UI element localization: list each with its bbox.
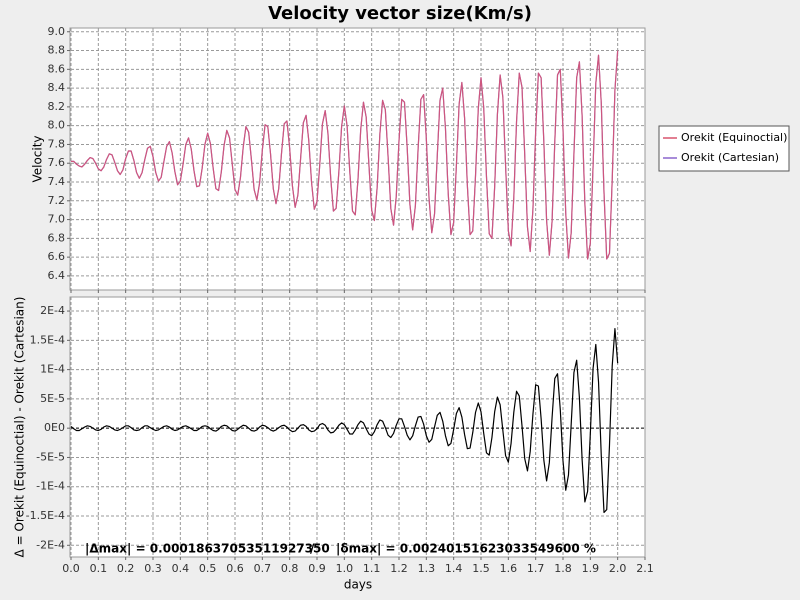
y-tick-label: 5E-5 [40, 392, 65, 405]
x-tick-label: 1.3 [418, 562, 436, 575]
plot-area [69, 296, 646, 558]
y-tick-label: 6.8 [48, 231, 66, 244]
x-tick-label: 2.1 [636, 562, 654, 575]
y-axis-label: Δ = Orekit (Equinoctial) - Orekit (Carte… [13, 297, 27, 558]
x-tick-label: 1.1 [363, 562, 381, 575]
x-tick-label: 0.1 [90, 562, 108, 575]
y-tick-label: 1.5E-4 [30, 333, 65, 346]
x-tick-label: 1.2 [390, 562, 408, 575]
x-tick-label: 0.6 [226, 562, 244, 575]
y-tick-label: 8.4 [48, 81, 66, 94]
y-tick-label: 0E0 [44, 421, 65, 434]
y-tick-label: 2E-4 [40, 304, 65, 317]
legend-box [658, 125, 790, 172]
plot-area [69, 27, 646, 291]
x-axis-label: days [344, 578, 372, 592]
y-tick-label: 9.0 [48, 25, 66, 38]
y-tick-label: -5E-5 [36, 450, 65, 463]
annotation: |Δmax| = 0.00018637053511927350 [85, 542, 330, 556]
x-tick-label: 0.5 [199, 562, 217, 575]
x-tick-label: 1.7 [527, 562, 545, 575]
y-tick-label: -1E-4 [36, 480, 65, 493]
annotation: |δmax| = 0.00240151623033549600 % [336, 542, 596, 556]
y-tick-label: 7.6 [48, 156, 66, 169]
annotation: / [310, 542, 315, 556]
y-tick-label: 6.6 [48, 250, 66, 263]
y-tick-label: -1.5E-4 [26, 509, 65, 522]
y-tick-label: 6.4 [48, 269, 66, 282]
chart-title: Velocity vector size(Km/s) [268, 3, 532, 24]
y-tick-label: 7.8 [48, 137, 66, 150]
y-tick-label: 8.2 [48, 100, 66, 113]
x-tick-label: 0.2 [117, 562, 135, 575]
y-tick-label: 7.0 [48, 213, 66, 226]
y-tick-label: 8.6 [48, 62, 66, 75]
x-tick-label: 0.8 [281, 562, 299, 575]
x-tick-label: 1.8 [554, 562, 572, 575]
x-tick-label: 1.0 [336, 562, 354, 575]
y-tick-label: 7.2 [48, 194, 66, 207]
x-tick-label: 2.0 [609, 562, 627, 575]
y-axis-label: Velocity [31, 135, 45, 182]
x-tick-label: 0.9 [308, 562, 326, 575]
x-tick-label: 1.9 [582, 562, 600, 575]
x-tick-label: 0.4 [172, 562, 190, 575]
legend-label: Orekit (Equinoctial) [681, 131, 787, 144]
x-tick-label: 0.7 [254, 562, 272, 575]
x-tick-label: 0.0 [62, 562, 80, 575]
x-tick-label: 1.4 [445, 562, 463, 575]
data-line [70, 328, 619, 514]
y-tick-label: 8.8 [48, 44, 66, 57]
y-tick-label: 8.0 [48, 119, 66, 132]
x-tick-label: 0.3 [144, 562, 162, 575]
y-tick-label: 7.4 [48, 175, 66, 188]
x-tick-label: 1.6 [500, 562, 518, 575]
data-line [71, 50, 619, 260]
y-tick-label: 1E-4 [40, 363, 65, 376]
legend-label: Orekit (Cartesian) [681, 151, 779, 164]
x-tick-label: 1.5 [472, 562, 490, 575]
y-tick-label: -2E-4 [36, 538, 65, 551]
